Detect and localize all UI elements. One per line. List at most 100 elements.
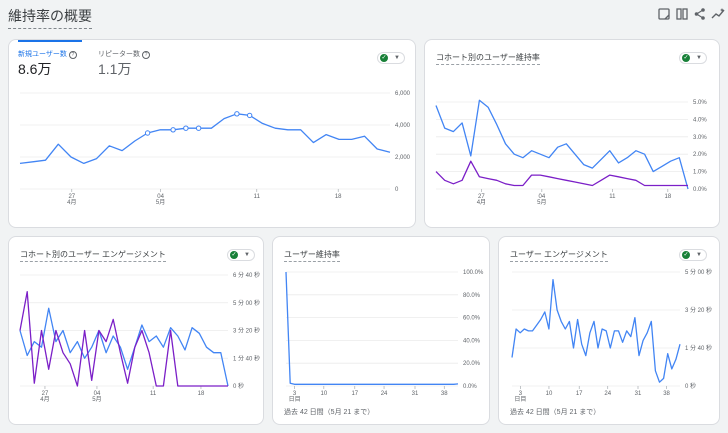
y-tick-label: 4,000 — [395, 123, 411, 129]
y-tick-label: 1 分 40 秒 — [233, 354, 260, 362]
y-tick-label: 3 分 20 秒 — [685, 306, 712, 314]
data-quality-dropdown[interactable]: ✓ ▼ — [377, 52, 405, 64]
x-tick-label: 10 — [546, 391, 553, 397]
report-icon[interactable] — [650, 7, 670, 21]
series-line-1 — [511, 278, 681, 383]
x-tick-label: 04 — [157, 194, 164, 200]
y-tick-label: 0 秒 — [233, 382, 244, 390]
x-tick-label: 24 — [381, 391, 388, 397]
tab-returning-users-label: リピーター数 — [98, 51, 140, 58]
series-line-2 — [19, 291, 228, 387]
tab-new-users-label: 新規ユーザー数 — [18, 51, 67, 58]
user-engagement-chart: 5 分 00 秒 3 分 20 秒 1 分 40 秒 0 秒 3日目 10 17 24 31 38 — [511, 268, 712, 403]
x-tick-sublabel: 日目 — [289, 396, 301, 403]
x-tick-label: 27 — [478, 194, 485, 200]
y-tick-label: 40.0% — [463, 338, 481, 344]
tab-returning-users[interactable]: リピーター数 ? 1.1万 — [98, 49, 150, 79]
active-tab-indicator — [18, 40, 82, 42]
cohort-retention-card: コホート別のユーザー維持率 ✓ ▼ — [424, 39, 720, 228]
cohort-retention-title: コホート別のユーザー維持率 — [436, 52, 540, 65]
y-tick-label: 0.0% — [463, 384, 477, 390]
tab-new-users[interactable]: 新規ユーザー数 ? 8.6万 — [18, 49, 77, 79]
compare-icon[interactable] — [668, 7, 688, 21]
data-point-marker — [183, 125, 189, 131]
page-title: 維持率の概要 — [8, 6, 92, 29]
check-circle-icon: ✓ — [682, 54, 690, 62]
dropdown-arrow-icon: ▼ — [244, 252, 250, 258]
dropdown-arrow-icon: ▼ — [696, 252, 702, 258]
y-tick-label: 5.0% — [693, 100, 707, 106]
data-quality-dropdown[interactable]: ✓ ▼ — [679, 249, 707, 261]
new-vs-returning-card: 新規ユーザー数 ? 8.6万 リピーター数 ? 1.1万 ✓ ▼ — [8, 39, 416, 228]
x-tick-label: 17 — [576, 391, 583, 397]
x-tick-sublabel: 5月 — [537, 199, 546, 206]
y-tick-label: 5 分 00 秒 — [233, 299, 260, 307]
y-tick-label: 0 — [395, 187, 399, 193]
x-tick-label: 3 — [293, 391, 297, 397]
series-line-1 — [19, 113, 391, 165]
data-point-marker — [144, 130, 151, 136]
y-tick-label: 100.0% — [463, 270, 484, 276]
x-tick-sublabel: 4月 — [477, 199, 486, 206]
y-tick-label: 0.0% — [693, 187, 707, 193]
help-icon: ? — [68, 51, 77, 59]
y-tick-label: 5 分 00 秒 — [685, 268, 712, 276]
data-point-marker — [234, 111, 240, 117]
x-tick-sublabel: 4月 — [67, 199, 76, 206]
user-engagement-title: ユーザー エンゲージメント — [510, 249, 608, 262]
user-retention-title: ユーザー維持率 — [284, 249, 340, 262]
user-retention-chart: 100.0% 80.0% 60.0% 40.0% 20.0% 0.0% 3日目 10 17 24 3… — [285, 270, 484, 403]
y-tick-label: 3.0% — [693, 135, 707, 141]
x-tick-label: 24 — [604, 391, 611, 397]
insights-icon[interactable] — [704, 7, 725, 21]
x-tick-sublabel: 4月 — [40, 396, 49, 403]
check-circle-icon: ✓ — [380, 54, 388, 62]
x-tick-sublabel: 日目 — [514, 396, 526, 403]
x-tick-label: 3 — [519, 391, 523, 397]
y-tick-label: 60.0% — [463, 316, 481, 322]
series-line-1 — [285, 271, 459, 385]
y-tick-label: 2.0% — [693, 152, 707, 158]
date-range-footer: 過去 42 日間（5月 21 まで） — [284, 409, 375, 416]
series-line-1 — [19, 307, 229, 387]
dropdown-arrow-icon: ▼ — [394, 55, 400, 61]
user-engagement-card: ユーザー エンゲージメント ✓ ▼ 過去 42 日間（5月 21 まで） — [498, 236, 720, 425]
data-point-marker — [246, 112, 253, 119]
x-tick-label: 38 — [441, 391, 448, 397]
x-tick-label: 04 — [538, 194, 545, 200]
series-line-1 — [435, 99, 689, 190]
y-tick-label: 6 分 40 秒 — [233, 271, 260, 279]
x-tick-label: 17 — [351, 391, 358, 397]
x-tick-label: 04 — [94, 391, 101, 397]
data-point-marker — [195, 125, 202, 131]
x-tick-sublabel: 5月 — [156, 199, 165, 206]
y-tick-label: 2,000 — [395, 155, 411, 161]
data-quality-dropdown[interactable]: ✓ ▼ — [679, 52, 707, 64]
dropdown-arrow-icon: ▼ — [696, 55, 702, 61]
y-tick-label: 1.0% — [693, 170, 707, 176]
y-tick-label: 0 秒 — [685, 382, 696, 390]
y-tick-label: 3 分 20 秒 — [233, 327, 260, 335]
date-range-footer: 過去 42 日間（5月 21 まで） — [510, 409, 601, 416]
share-icon[interactable] — [686, 7, 705, 21]
x-tick-label: 18 — [335, 194, 342, 200]
cohort-engagement-title: コホート別のユーザー エンゲージメント — [20, 249, 166, 262]
x-tick-label: 11 — [150, 391, 157, 397]
tab-returning-users-value: 1.1万 — [98, 61, 132, 77]
data-point-marker — [170, 127, 176, 133]
x-tick-label: 27 — [42, 391, 49, 397]
y-tick-label: 80.0% — [463, 293, 481, 299]
data-quality-dropdown[interactable]: ✓ ▼ — [227, 249, 255, 261]
check-circle-icon: ✓ — [682, 251, 690, 259]
x-tick-label: 11 — [609, 194, 616, 200]
check-circle-icon: ✓ — [230, 251, 238, 259]
x-tick-label: 27 — [68, 194, 75, 200]
help-icon: ? — [141, 51, 150, 59]
tab-new-users-value: 8.6万 — [18, 61, 52, 77]
x-tick-label: 18 — [198, 391, 205, 397]
x-tick-label: 38 — [663, 391, 670, 397]
x-tick-label: 31 — [635, 391, 642, 397]
